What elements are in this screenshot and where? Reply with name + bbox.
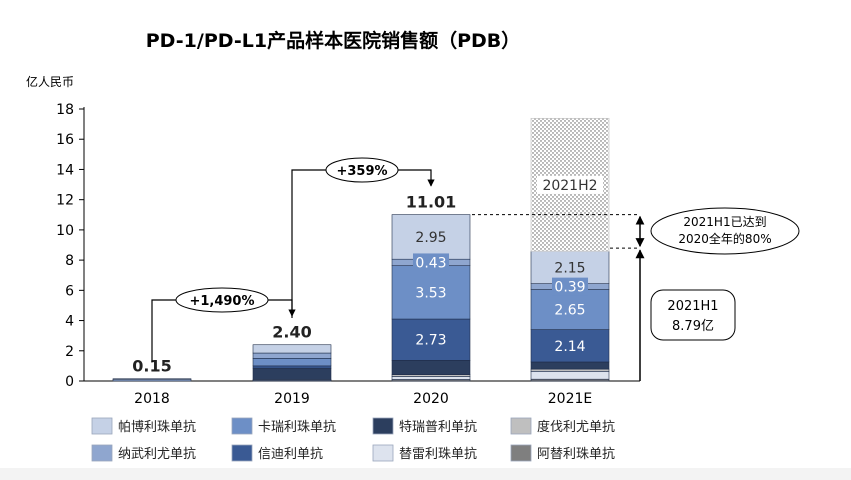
legend-label: 帕博利珠单抗 <box>118 420 196 435</box>
legend-label: 信迪利单抗 <box>258 447 323 462</box>
legend-swatch <box>510 444 532 462</box>
bar-segment <box>530 368 610 372</box>
segment-label: 0.43 <box>415 255 446 271</box>
bar-segment <box>252 344 332 354</box>
bottom-strip <box>0 468 851 480</box>
legend-label: 纳武利尤单抗 <box>118 447 196 462</box>
segment-label-bg <box>537 175 603 194</box>
growth-bubble <box>325 157 399 183</box>
growth-bubble <box>175 287 269 313</box>
bar-segment <box>252 358 332 367</box>
legend-label: 卡瑞利珠单抗 <box>258 420 336 435</box>
segment-label: 2.15 <box>554 260 585 276</box>
legend-swatch <box>231 444 253 462</box>
legend-label: 度伐利尤单抗 <box>537 419 615 435</box>
growth-label-2018-2019: +1,490% <box>189 294 254 309</box>
segment-label: 2021H2 <box>542 178 597 194</box>
x-tick-label: 2019 <box>274 391 310 407</box>
y-tick-label: 10 <box>56 223 74 239</box>
bar-segment <box>391 359 471 375</box>
bar-segment <box>252 352 332 359</box>
x-tick-label: 2020 <box>413 391 449 407</box>
legend-swatch <box>91 417 113 435</box>
x-tick-label: 2018 <box>134 391 170 407</box>
legend-swatch <box>372 444 394 462</box>
y-tick-label: 16 <box>56 132 74 148</box>
bar-segment <box>530 361 610 370</box>
segment-label: 3.53 <box>415 285 446 301</box>
legend-swatch <box>231 417 253 435</box>
segment-label: 0.39 <box>554 280 585 296</box>
y-tick-label: 14 <box>56 162 74 178</box>
growth-label-2019-2020: +359% <box>336 164 387 179</box>
bar-segment <box>530 250 610 284</box>
y-tick-label: 4 <box>65 314 74 330</box>
bar-segment <box>252 367 332 380</box>
callout-text-line: 2021H1已达到 <box>683 215 766 229</box>
y-tick-label: 8 <box>65 253 74 269</box>
y-tick-label: 12 <box>56 193 74 209</box>
legend-label: 特瑞普利单抗 <box>399 420 477 435</box>
chart-title: PD-1/PD-L1产品样本医院销售额（PDB） <box>146 29 521 52</box>
legend-swatch <box>510 417 532 435</box>
bar-segment <box>530 371 610 380</box>
segment-label: 2.73 <box>415 333 446 349</box>
y-tick-label: 18 <box>56 102 74 118</box>
y-tick-label: 0 <box>65 374 74 390</box>
segment-label-bg <box>552 277 588 296</box>
h1-callout-box <box>650 289 736 341</box>
segment-label: 2.65 <box>554 303 585 319</box>
segment-label-bg <box>413 253 449 272</box>
bar-segment <box>391 214 471 260</box>
legend-label: 阿替利珠单抗 <box>537 447 615 462</box>
legend-swatch <box>91 444 113 462</box>
segment-label: 2.14 <box>554 339 585 355</box>
h1-callout-text-line: 8.79亿 <box>672 319 714 334</box>
bar-segment <box>391 265 471 320</box>
legend-label: 替雷利珠单抗 <box>399 447 477 462</box>
h1-callout-text-line: 2021H1 <box>667 299 718 314</box>
x-tick-label: 2021E <box>548 391 592 407</box>
bar-segment <box>391 318 471 361</box>
y-tick-label: 6 <box>65 283 74 299</box>
callout-ellipse <box>650 207 800 255</box>
total-label: 11.01 <box>406 193 457 212</box>
bar-segment <box>530 329 610 363</box>
y-axis-label: 亿人民币 <box>26 74 74 89</box>
callout-text-line: 2020全年的80% <box>678 231 771 246</box>
y-tick-label: 2 <box>65 344 74 360</box>
legend-swatch <box>372 417 394 435</box>
bar-segment <box>391 376 471 380</box>
bar-segment <box>112 378 192 380</box>
segment-label: 2.95 <box>415 230 446 246</box>
bar-segment <box>252 365 332 369</box>
total-label: 0.15 <box>132 357 171 376</box>
total-label: 2.40 <box>272 323 311 342</box>
